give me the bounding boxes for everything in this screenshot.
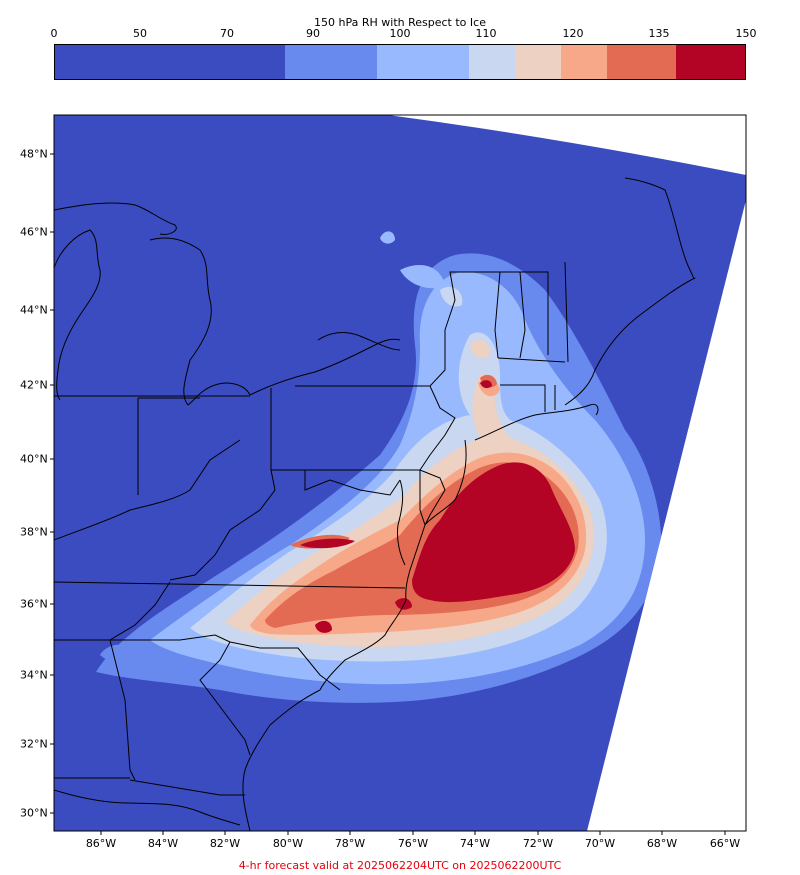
lon-label-74w: 74°W: [459, 837, 491, 850]
lat-label-44n: 44°N: [20, 303, 48, 317]
lon-label-68w: 68°W: [646, 837, 678, 850]
lon-label-86w: 86°W: [85, 837, 117, 850]
state-boundaries: [54, 261, 569, 796]
forecast-valid-caption: 4-hr forecast valid at 2025062204UTC on …: [238, 859, 562, 872]
colorbar-segment: [607, 45, 676, 79]
colorbar-tick-1: 50: [133, 27, 147, 40]
colorbar-tick-8: 150: [735, 27, 757, 40]
lon-label-66w: 66°W: [709, 837, 741, 850]
lon-ticks: [100, 831, 726, 835]
lat-label-36n: 36°N: [20, 597, 48, 611]
colorbar-tick-4: 100: [389, 27, 411, 40]
colorbar-title: 150 hPa RH with Respect to Ice: [314, 16, 486, 29]
colorbar-segment: [469, 45, 515, 79]
map-frame: [53, 114, 747, 832]
lat-label-38n: 38°N: [20, 525, 48, 539]
lat-label-48n: 48°N: [20, 147, 48, 161]
colorbar-tick-0: 0: [50, 27, 58, 40]
lon-label-72w: 72°W: [522, 837, 554, 850]
colorbar-tick-6: 120: [562, 27, 584, 40]
colorbar-tick-7: 135: [648, 27, 670, 40]
colorbar-tick-5: 110: [475, 27, 497, 40]
lat-label-42n: 42°N: [20, 378, 48, 392]
colorbar-segment: [55, 45, 285, 79]
colorbar-segment: [561, 45, 607, 79]
colorbar-segment: [515, 45, 561, 79]
lat-label-34n: 34°N: [20, 668, 48, 682]
lat-ticks: [50, 153, 54, 814]
lon-label-70w: 70°W: [584, 837, 616, 850]
lon-label-82w: 82°W: [209, 837, 241, 850]
lat-label-30n: 30°N: [20, 806, 48, 820]
colorbar-tick-3: 90: [306, 27, 320, 40]
lon-label-78w: 78°W: [334, 837, 366, 850]
lat-label-40n: 40°N: [20, 452, 48, 466]
colorbar: [54, 44, 746, 80]
lat-label-46n: 46°N: [20, 225, 48, 239]
colorbar-segment: [676, 45, 745, 79]
lon-label-80w: 80°W: [272, 837, 304, 850]
colorbar-tick-2: 70: [220, 27, 234, 40]
colorbar-segment: [377, 45, 469, 79]
lon-label-76w: 76°W: [397, 837, 429, 850]
colorbar-segment: [285, 45, 377, 79]
lat-label-32n: 32°N: [20, 737, 48, 751]
lon-label-84w: 84°W: [147, 837, 179, 850]
rh-contour-fill: [96, 231, 662, 703]
